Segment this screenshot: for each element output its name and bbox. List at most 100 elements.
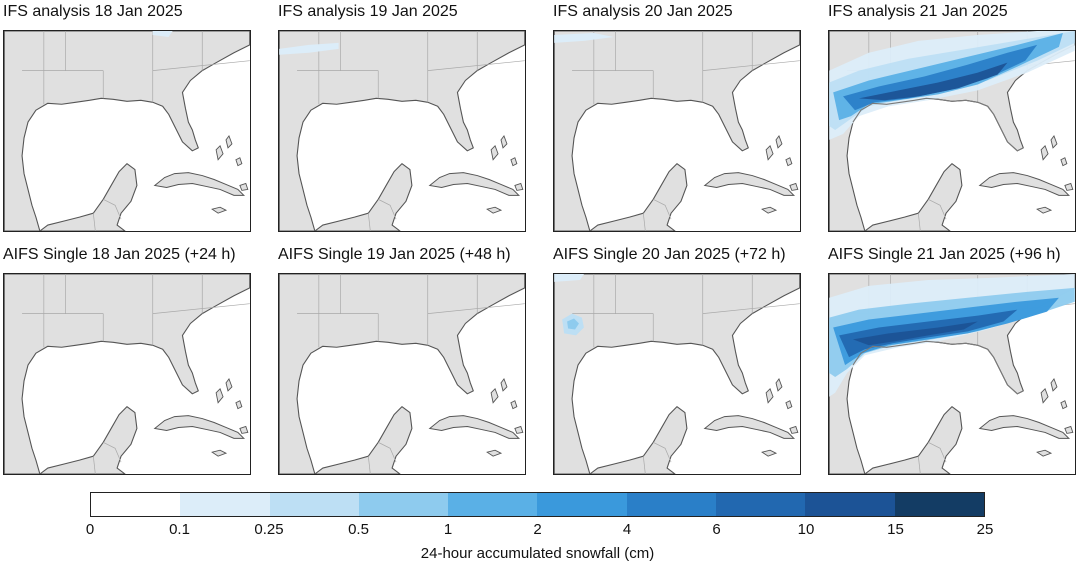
colorbar-segment [358, 493, 449, 516]
map-svg [4, 31, 250, 231]
snowfall-trace [279, 42, 339, 55]
admin-border [367, 213, 371, 231]
panel-ifs-20: IFS analysis 20 Jan 2025 [553, 2, 803, 234]
north-america-land [279, 274, 525, 474]
island [789, 425, 799, 434]
admin-border [378, 442, 397, 463]
map-svg [4, 274, 250, 474]
snowfall-contour [852, 321, 978, 346]
map [828, 30, 1076, 232]
panel-ifs-21: IFS analysis 21 Jan 2025 [828, 2, 1078, 234]
island [490, 145, 499, 161]
colorbar-tick-label: 15 [887, 521, 904, 538]
snowfall-trace [554, 32, 614, 43]
cuba-island [428, 172, 521, 196]
snowfall-patch-core [567, 318, 579, 330]
panel-title: IFS analysis 20 Jan 2025 [553, 3, 733, 20]
yucatan-central-america-land [864, 163, 963, 231]
island [215, 388, 224, 404]
panel-aifs-19: AIFS Single 19 Jan 2025 (+48 h) [278, 245, 548, 477]
map [828, 273, 1076, 475]
island [765, 145, 774, 161]
colorbar-tick-label: 10 [797, 521, 815, 538]
colorbar-tick-label: 4 [622, 521, 632, 538]
snowfall-patch [554, 274, 584, 282]
snowfall-contour [858, 62, 1008, 101]
island [765, 388, 774, 404]
map [278, 273, 526, 475]
colorbar-tick-label: 2 [533, 521, 542, 538]
colorbar-segment [626, 493, 717, 516]
panel-aifs-21: AIFS Single 21 Jan 2025 (+96 h) [828, 245, 1088, 477]
island [215, 145, 224, 161]
colorbar-tick-label: 0.5 [348, 521, 369, 538]
gulf-coastline [852, 340, 1024, 395]
admin-border [653, 199, 672, 220]
cuba-island [153, 415, 246, 439]
admin-border [642, 456, 646, 474]
north-america-land [554, 274, 800, 474]
island [211, 206, 228, 214]
panel-title: AIFS Single 19 Jan 2025 (+48 h) [278, 246, 511, 263]
admin-border [653, 442, 672, 463]
island [775, 378, 783, 392]
island [486, 449, 503, 457]
admin-border [103, 199, 122, 220]
colorbar-tick-label: 25 [976, 521, 994, 538]
snowfall-trace [152, 31, 173, 37]
map [3, 30, 251, 232]
island [1050, 378, 1058, 392]
panel-title: AIFS Single 18 Jan 2025 (+24 h) [3, 246, 236, 263]
admin-border [103, 442, 122, 463]
admin-border [152, 60, 250, 71]
island [1050, 135, 1058, 149]
island [211, 449, 228, 457]
island [510, 400, 518, 410]
map [553, 30, 801, 232]
colorbar-segment [180, 493, 270, 516]
north-america-land [4, 31, 250, 231]
island [789, 182, 799, 191]
cuba-island [428, 415, 521, 439]
admin-border [152, 303, 250, 314]
admin-border [92, 456, 96, 474]
yucatan-central-america-land [589, 163, 688, 231]
cuba-island [703, 415, 796, 439]
admin-border [367, 456, 371, 474]
colorbar-segment [894, 493, 984, 516]
north-america-land [4, 274, 250, 474]
island [500, 135, 508, 149]
island [486, 206, 503, 214]
admin-border [928, 199, 947, 220]
island [235, 157, 243, 167]
panel-title: IFS analysis 18 Jan 2025 [3, 3, 183, 20]
map [278, 30, 526, 232]
island [514, 425, 524, 434]
yucatan-central-america-land [39, 163, 138, 231]
colorbar-segment [805, 493, 895, 516]
admin-border [702, 60, 800, 71]
panel-aifs-18: AIFS Single 18 Jan 2025 (+24 h) [3, 245, 273, 477]
colorbar-segment [716, 493, 806, 516]
island [1040, 145, 1049, 161]
island [235, 400, 243, 410]
island [225, 135, 233, 149]
cuba-island [703, 172, 796, 196]
island [1064, 425, 1074, 434]
admin-border [642, 213, 646, 231]
snowfall-colorbar [90, 492, 985, 517]
map-svg [554, 31, 800, 231]
north-america-land [279, 31, 525, 231]
yucatan-central-america-land [589, 406, 688, 474]
island [1060, 400, 1068, 410]
island [761, 206, 778, 214]
map-svg [279, 31, 525, 231]
yucatan-central-america-land [864, 406, 963, 474]
admin-border [917, 456, 921, 474]
panel-title: AIFS Single 21 Jan 2025 (+96 h) [828, 246, 1061, 263]
panel-aifs-20: AIFS Single 20 Jan 2025 (+72 h) [553, 245, 823, 477]
yucatan-central-america-land [314, 406, 413, 474]
admin-border [427, 60, 525, 71]
map-svg [829, 31, 1075, 231]
panel-ifs-19: IFS analysis 19 Jan 2025 [278, 2, 528, 234]
